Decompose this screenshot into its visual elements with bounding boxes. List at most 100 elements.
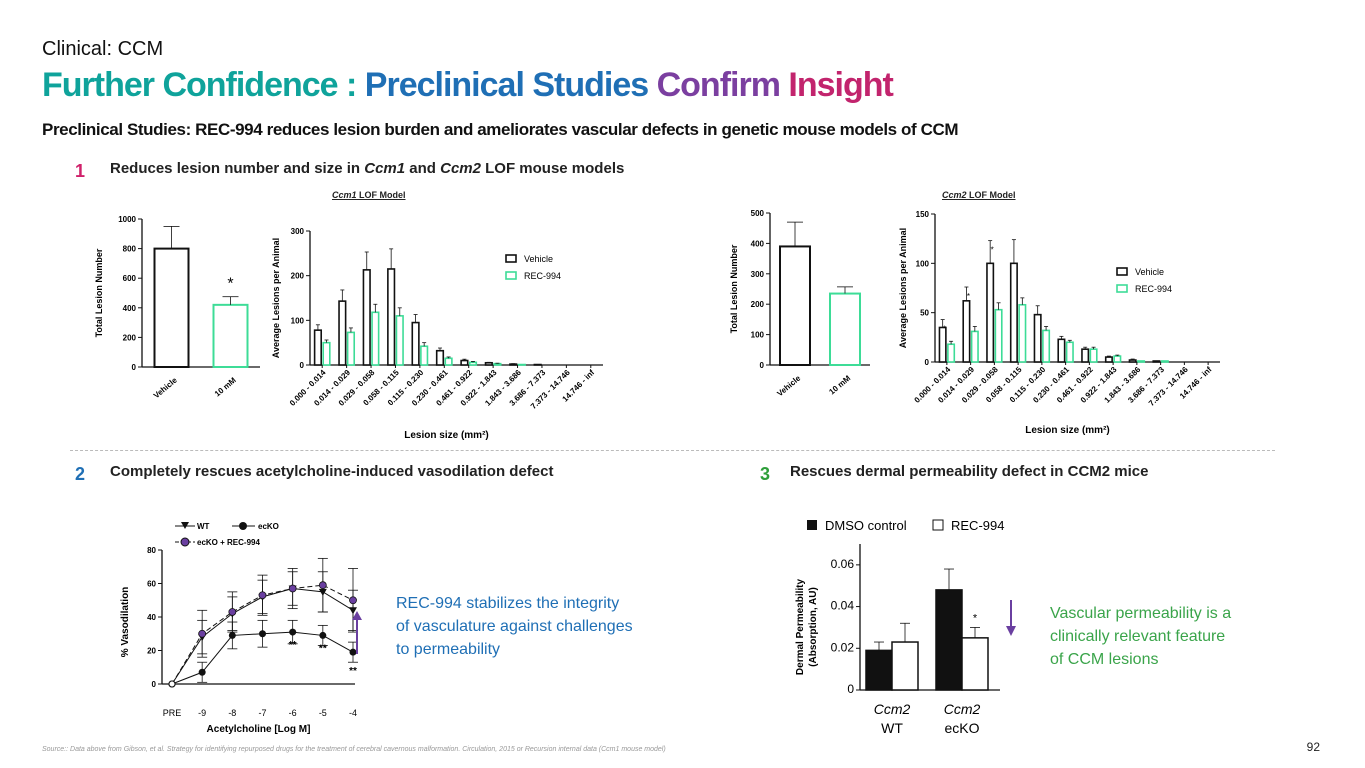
- bar-rec-994-3: [395, 315, 404, 366]
- y-axis-title: Average Lesions per Animal: [898, 228, 908, 348]
- significance-marker: *: [943, 325, 946, 334]
- point-ecko-rec-994: [288, 584, 297, 593]
- y-tick-label: 100: [751, 331, 765, 340]
- x-tick-label: PRE: [163, 708, 182, 718]
- y-tick-label: 100: [291, 316, 305, 325]
- y-tick-label: 0.06: [831, 557, 855, 571]
- bar-dmso-control-ccm2-ecko: [935, 589, 963, 691]
- y-tick-label: 200: [751, 300, 765, 309]
- source-note: Source:: Data above from Gibson, et al. …: [42, 746, 666, 753]
- bar-vehicle-3: [1009, 262, 1018, 363]
- x-tick-label: -4: [349, 708, 357, 718]
- bar-vehicle-6: [460, 359, 469, 366]
- increase-arrow-head: [352, 611, 362, 620]
- y-axis-title-line-2: (Absorption, AU): [808, 587, 819, 667]
- y-tick-label: 600: [123, 274, 137, 283]
- x-tick-label-genotype: WT: [881, 720, 903, 736]
- point-ecko-rec-994: [258, 591, 267, 600]
- bar-rec-994-4: [420, 345, 429, 366]
- y-tick-label: 0: [152, 680, 157, 689]
- y-tick-label: 400: [123, 304, 137, 313]
- point-2-text: Completely rescues acetylcholine-induced…: [110, 463, 554, 480]
- ccm2-gene-label: Ccm2: [942, 190, 967, 200]
- point-ecko: [228, 631, 236, 639]
- significance-marker: **: [289, 640, 297, 651]
- legend-swatch-vehicle: [1116, 267, 1128, 276]
- bar-vehicle-4: [1033, 313, 1042, 363]
- legend-swatch-rec-994: [505, 271, 517, 280]
- y-tick-label: 20: [147, 647, 156, 656]
- legend-swatch-rec-994: [932, 519, 944, 531]
- point-1-text-b: and: [405, 160, 441, 177]
- point-1-text-c: LOF mouse models: [480, 160, 625, 177]
- vasodilation-callout-line-3: to permeability: [396, 641, 501, 658]
- y-axis-title: Total Lesion Number: [729, 244, 739, 333]
- y-tick-label: 150: [916, 210, 930, 219]
- legend-swatch-vehicle: [505, 254, 517, 263]
- point-ecko: [259, 630, 266, 638]
- x-tick-label: -6: [289, 708, 297, 718]
- x-tick-label: Vehicle: [775, 373, 802, 398]
- ccm1-panel-title: Ccm1 LOF Model: [332, 190, 406, 200]
- legend-marker-wt: [181, 522, 189, 529]
- section-label: Clinical: CCM: [42, 38, 164, 60]
- point-ecko: [289, 628, 297, 636]
- y-tick-label: 0: [760, 361, 765, 370]
- y-tick-label: 300: [751, 270, 765, 279]
- x-tick-label-genotype: ecKO: [944, 720, 979, 736]
- point-2-number: 2: [75, 464, 86, 484]
- bar-rec-994-ccm2-wt: [891, 641, 919, 691]
- page-title: Further Confidence : Preclinical Studies…: [42, 66, 894, 105]
- y-axis-title: Average Lesions per Animal: [271, 238, 281, 358]
- point-ecko: [349, 648, 357, 656]
- bar-vehicle-7: [1104, 356, 1113, 363]
- ccm1-gene-label: Ccm1: [332, 190, 357, 200]
- y-tick-label: 0: [925, 358, 930, 367]
- x-axis-title: Acetylcholine [Log M]: [207, 724, 311, 735]
- x-axis-title: Lesion size (mm²): [404, 430, 488, 441]
- point-1-gene-2: Ccm2: [440, 160, 481, 177]
- legend-label-vehicle: Vehicle: [524, 254, 553, 264]
- y-tick-label: 0: [847, 682, 854, 696]
- x-tick-label: -8: [228, 708, 236, 718]
- point-3-number: 3: [760, 464, 771, 484]
- y-tick-label: 200: [123, 333, 137, 342]
- bar-vehicle-2: [986, 262, 995, 363]
- point-ecko-rec-994: [228, 608, 237, 616]
- y-tick-label: 400: [751, 239, 765, 248]
- point-wt: [318, 588, 327, 596]
- significance-marker: **: [319, 643, 327, 654]
- section-divider: [70, 450, 1275, 451]
- bar-rec-994-6: [468, 361, 478, 366]
- vasodilation-callout-line-2: of vasculature against challenges: [396, 618, 633, 635]
- page-number: 92: [1306, 740, 1320, 754]
- bar-vehicle-3: [387, 268, 396, 366]
- bar-vehicle-8: [509, 363, 518, 366]
- x-tick-label-gene: Ccm2: [874, 701, 911, 717]
- ccm2-panel-title: Ccm2 LOF Model: [942, 190, 1016, 200]
- bar-vehicle-1: [338, 300, 347, 366]
- significance-marker: *: [973, 612, 978, 624]
- point-1-number: 1: [75, 161, 86, 181]
- bar-vehicle-6: [1081, 348, 1090, 363]
- y-tick-label: 1000: [118, 215, 136, 224]
- legend-label-dmso-control: DMSO control: [825, 518, 907, 533]
- bar-dmso-control-ccm2-wt: [865, 649, 893, 691]
- y-tick-label: 200: [291, 272, 305, 281]
- vasodilation-callout-line-1: REC-994 stabilizes the integrity: [396, 595, 620, 612]
- bar-10-mm: [829, 292, 861, 366]
- y-tick-label: 100: [916, 259, 930, 268]
- permeability-chart: 0 0.02 0.04 0.06 Dermal Permeability (Absorpt…: [795, 518, 1016, 736]
- bar-vehicle-1: [962, 300, 971, 363]
- significance-marker: *: [991, 246, 994, 255]
- bar-vehicle-5: [1057, 338, 1066, 363]
- point-ecko-rec-994: [349, 596, 357, 605]
- bar-rec-994-5: [1065, 341, 1074, 363]
- significance-marker: **: [349, 666, 357, 677]
- bar-vehicle-0: [313, 329, 323, 366]
- bar-rec-994-9: [1160, 360, 1169, 363]
- ccm1-model-label: LOF Model: [356, 190, 406, 200]
- bar-vehicle-5: [435, 349, 445, 366]
